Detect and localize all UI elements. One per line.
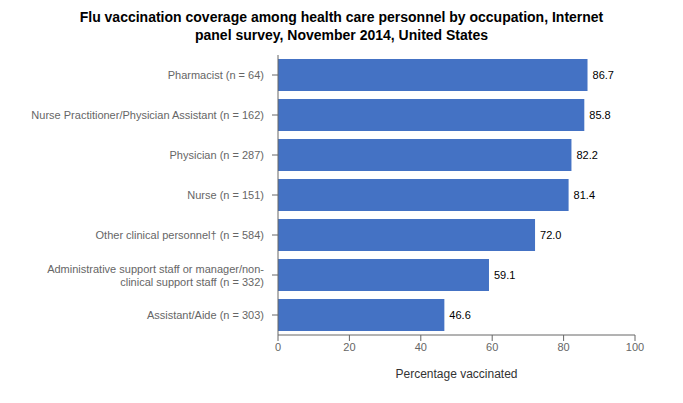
html-text:panel survey, November 2014, U: panel survey, November 2014, United Stat… (195, 27, 488, 43)
svg-text:0: 0 (275, 341, 281, 353)
svg-text:86.7: 86.7 (593, 69, 614, 81)
svg-text:Percentage vaccinated: Percentage vaccinated (395, 367, 517, 381)
svg-text:72.0: 72.0 (540, 229, 561, 241)
svg-text:Physician (n = 287): Physician (n = 287) (170, 149, 264, 161)
svg-text:81.4: 81.4 (574, 189, 595, 201)
svg-text:80: 80 (557, 341, 569, 353)
svg-text:Nurse Practitioner/Physician A: Nurse Practitioner/Physician Assistant (… (31, 109, 264, 121)
svg-text:85.8: 85.8 (589, 109, 610, 121)
svg-text:Nurse (n = 151): Nurse (n = 151) (187, 189, 264, 201)
html-text:Flu vaccination coverage among: Flu vaccination coverage among health ca… (79, 9, 604, 25)
svg-text:Administrative support staff o: Administrative support staff or manager/… (47, 263, 264, 288)
svg-text:100: 100 (626, 341, 644, 353)
svg-text:46.6: 46.6 (449, 309, 470, 321)
svg-text:59.1: 59.1 (494, 269, 515, 281)
svg-text:Pharmacist (n = 64): Pharmacist (n = 64) (168, 69, 264, 81)
svg-text:40: 40 (415, 341, 427, 353)
svg-text:82.2: 82.2 (576, 149, 597, 161)
svg-text:Other clinical personnel† (n =: Other clinical personnel† (n = 584) (96, 229, 264, 241)
svg-text:20: 20 (343, 341, 355, 353)
svg-text:Assistant/Aide (n = 303): Assistant/Aide (n = 303) (147, 309, 264, 321)
svg-text:60: 60 (486, 341, 498, 353)
